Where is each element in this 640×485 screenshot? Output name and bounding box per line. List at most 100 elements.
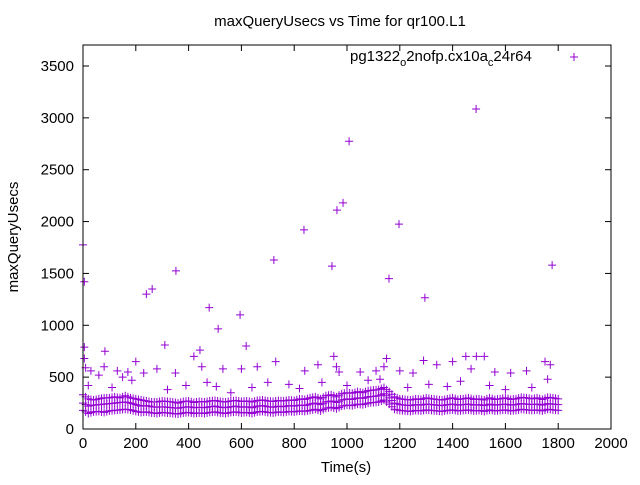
data-point [379, 362, 388, 371]
data-point [123, 367, 132, 376]
data-point [253, 362, 262, 371]
data-point [420, 293, 429, 302]
data-point [329, 352, 338, 361]
x-tick-label: 400 [176, 435, 201, 452]
data-point [467, 364, 476, 373]
data-point [80, 277, 89, 286]
data-point [443, 382, 452, 391]
data-point [548, 261, 557, 270]
data-point [376, 375, 384, 384]
data-point [448, 357, 457, 366]
data-point [203, 378, 212, 387]
x-tick-label: 1400 [436, 435, 469, 452]
data-point [424, 380, 433, 389]
data-point [313, 360, 322, 369]
data-point [242, 342, 251, 351]
data-point [142, 290, 151, 299]
x-tick-label: 800 [282, 435, 307, 452]
data-point [86, 366, 95, 375]
data-point [295, 384, 304, 393]
data-point [461, 352, 470, 361]
legend-marker-plus [570, 53, 578, 61]
data-point [364, 376, 373, 385]
data-point [472, 105, 481, 114]
data-point [127, 376, 136, 385]
y-tick-label: 500 [49, 369, 74, 386]
data-point [181, 381, 190, 390]
plot-border [82, 44, 612, 430]
axis-ticks: 0 200 400 600 800 1000 1200 1400 1600 1800 2000 0 50… [41, 45, 628, 452]
data-point [382, 354, 391, 363]
data-point [284, 380, 293, 389]
data-point [554, 394, 563, 403]
data-point [299, 225, 308, 234]
data-point [139, 368, 148, 377]
x-tick-label: 2000 [594, 435, 627, 452]
data-point [100, 347, 109, 356]
legend-marker [570, 53, 578, 61]
data-point [527, 383, 536, 392]
data-point [171, 368, 180, 377]
x-axis-label: Time(s) [321, 459, 371, 476]
data-point [237, 364, 246, 373]
data-point [247, 383, 256, 392]
data-point [490, 367, 499, 376]
x-tick-label: 0 [79, 435, 87, 452]
data-point [189, 352, 198, 361]
x-tick-label: 1800 [542, 435, 575, 452]
data-point [506, 368, 515, 377]
data-point [160, 340, 169, 349]
data-point [339, 198, 348, 207]
data-point [263, 378, 272, 387]
data-point [332, 362, 341, 371]
data-point [212, 382, 221, 391]
x-tick-label: 600 [229, 435, 254, 452]
y-tick-label: 3000 [41, 110, 74, 127]
x-tick-label: 1000 [330, 435, 363, 452]
data-point [472, 352, 481, 361]
data-point [543, 375, 552, 384]
data-point [409, 368, 417, 377]
data-point [327, 262, 336, 271]
data-point [395, 366, 404, 375]
data-point [343, 381, 351, 390]
data-point [94, 371, 103, 380]
data-point [269, 255, 278, 264]
data-point [395, 220, 404, 229]
data-point [345, 137, 354, 146]
data-point [205, 303, 214, 312]
data-point [131, 357, 140, 366]
y-axis-label: maxQueryUsecs [5, 182, 22, 293]
data-point [197, 362, 206, 371]
data-points [79, 105, 563, 418]
chart-title: maxQueryUsecs vs Time for qr100.L1 [214, 13, 466, 30]
data-point [356, 367, 365, 376]
data-point [419, 356, 428, 365]
data-point [148, 284, 157, 293]
y-tick-label: 1000 [41, 317, 74, 334]
data-point [108, 383, 117, 392]
data-point [501, 385, 510, 394]
data-point [384, 274, 393, 283]
data-point [226, 388, 235, 397]
data-point [541, 357, 549, 366]
data-point [163, 385, 172, 394]
data-point [84, 381, 93, 390]
data-point [403, 383, 412, 392]
data-point [118, 373, 127, 382]
data-point [152, 364, 161, 373]
data-point [546, 360, 555, 369]
x-tick-label: 1600 [489, 435, 522, 452]
legend-label: pg1322o2nofp.cx10ac24r64 [350, 48, 532, 69]
data-point [236, 310, 245, 319]
data-point [100, 362, 109, 371]
data-point [218, 364, 227, 373]
data-point [335, 367, 344, 376]
data-point [171, 266, 180, 275]
data-point [80, 354, 89, 363]
data-point [332, 206, 341, 215]
data-point [522, 366, 531, 375]
data-point [317, 378, 326, 387]
data-point [214, 324, 223, 333]
